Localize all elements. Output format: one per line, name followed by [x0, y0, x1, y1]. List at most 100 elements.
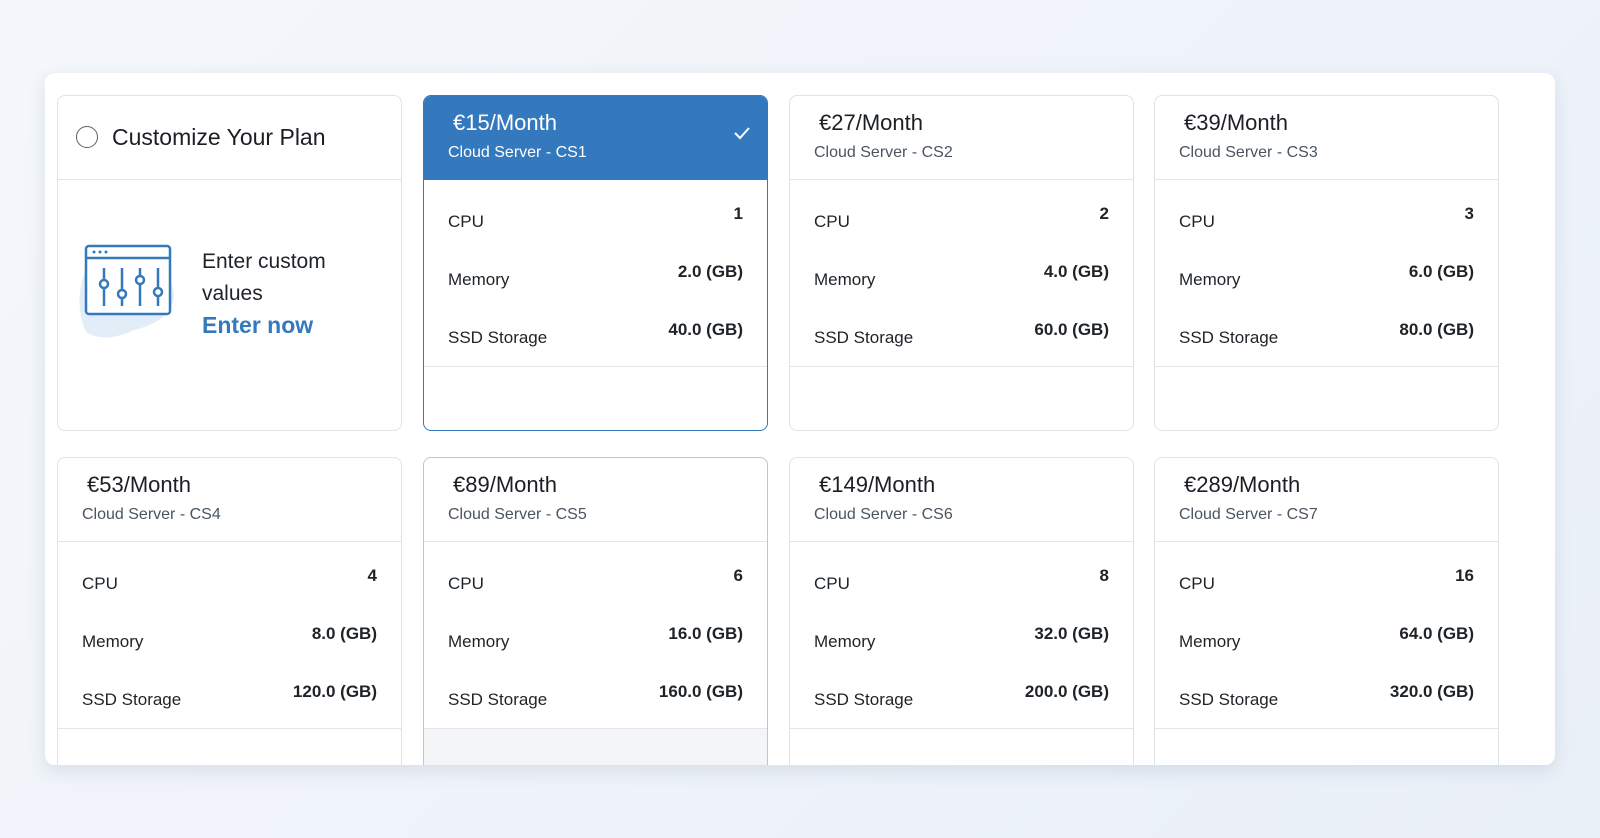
spec-label: Memory — [1179, 270, 1241, 289]
spec-row: CPU 4 — [82, 564, 377, 594]
custom-icon — [79, 244, 174, 338]
plan-price: €149/Month — [819, 472, 936, 497]
spec-value: 200.0 (GB) — [1024, 682, 1109, 701]
spec-value: 4.0 (GB) — [1043, 262, 1109, 281]
spec-label: CPU — [814, 212, 850, 231]
plan-card[interactable]: €27/Month Cloud Server - CS2 CPU 2 Memory 4.0… — [789, 95, 1134, 431]
spec-value: 80.0 (GB) — [1399, 320, 1474, 339]
spec-label: CPU — [814, 574, 850, 593]
spec-label: Memory — [448, 270, 510, 289]
check-icon — [734, 127, 750, 140]
plans-panel: Customize Your Plan Enter custom values … — [45, 73, 1555, 765]
card-header: €53/Month Cloud Server - CS4 — [58, 458, 401, 542]
spec-label: CPU — [448, 212, 484, 231]
card-footer — [58, 729, 401, 765]
spec-row: CPU 6 — [448, 564, 743, 594]
spec-row: CPU 8 — [814, 564, 1109, 594]
custom-plan-card[interactable]: Customize Your Plan Enter custom values … — [57, 95, 402, 431]
plan-card[interactable]: €289/Month Cloud Server - CS7 CPU 16 Memory 6… — [1154, 457, 1499, 765]
plan-price: €53/Month — [87, 472, 191, 497]
plan-name: Cloud Server - CS2 — [814, 144, 953, 161]
spec-list: CPU 1 Memory 2.0 (GB) SSD Storage 40.0 (GB) — [424, 180, 767, 367]
enter-now-link[interactable]: Enter now — [202, 312, 314, 338]
spec-row: Memory 6.0 (GB) — [1179, 260, 1474, 290]
spec-label: SSD Storage — [1179, 328, 1279, 347]
spec-row: CPU 3 — [1179, 202, 1474, 232]
plan-name: Cloud Server - CS3 — [1179, 144, 1318, 161]
plan-card[interactable]: €149/Month Cloud Server - CS6 CPU 8 Memory 32… — [789, 457, 1134, 765]
spec-row: CPU 2 — [814, 202, 1109, 232]
spec-row: SSD Storage 40.0 (GB) — [448, 318, 743, 348]
spec-value: 8 — [1099, 566, 1109, 585]
plan-price: €15/Month — [453, 110, 557, 135]
spec-row: SSD Storage 320.0 (GB) — [1179, 680, 1474, 710]
plan-card[interactable]: €15/Month Cloud Server - CS1 CPU 1 Memory 2.0… — [423, 95, 768, 431]
spec-list: CPU 3 Memory 6.0 (GB) SSD Storage 80.0 (GB) — [1155, 180, 1498, 367]
spec-label: CPU — [1179, 212, 1215, 231]
spec-row: Memory 4.0 (GB) — [814, 260, 1109, 290]
card-footer — [1155, 367, 1498, 430]
spec-row: SSD Storage 60.0 (GB) — [814, 318, 1109, 348]
spec-label: Memory — [814, 270, 876, 289]
plan-card[interactable]: €53/Month Cloud Server - CS4 CPU 4 Memory 8.0… — [57, 457, 402, 765]
spec-value: 160.0 (GB) — [658, 682, 743, 701]
spec-label: SSD Storage — [1179, 690, 1279, 709]
plan-card[interactable]: €39/Month Cloud Server - CS3 CPU 3 Memory 6.0… — [1154, 95, 1499, 431]
spec-label: Memory — [448, 632, 510, 651]
spec-list: CPU 6 Memory 16.0 (GB) SSD Storage 160.0 (GB) — [424, 542, 767, 729]
spec-label: CPU — [82, 574, 118, 593]
radio[interactable] — [76, 126, 98, 148]
spec-row: CPU 1 — [448, 202, 743, 232]
spec-row: Memory 32.0 (GB) — [814, 622, 1109, 652]
spec-label: CPU — [448, 574, 484, 593]
spec-label: Memory — [82, 632, 144, 651]
spec-value: 6 — [733, 566, 743, 585]
spec-row: SSD Storage 200.0 (GB) — [814, 680, 1109, 710]
plan-price: €289/Month — [1184, 472, 1301, 497]
spec-value: 64.0 (GB) — [1399, 624, 1474, 643]
spec-list: CPU 8 Memory 32.0 (GB) SSD Storage 200.0 (GB) — [790, 542, 1133, 729]
plan-card[interactable]: €89/Month Cloud Server - CS5 CPU 6 Memory 16.… — [423, 457, 768, 765]
spec-label: Memory — [1179, 632, 1241, 651]
card-header: €149/Month Cloud Server - CS6 — [790, 458, 1133, 542]
spec-label: Memory — [814, 632, 876, 651]
spec-value: 32.0 (GB) — [1034, 624, 1109, 643]
spec-label: SSD Storage — [82, 690, 182, 709]
spec-value: 60.0 (GB) — [1034, 320, 1109, 339]
spec-value: 40.0 (GB) — [668, 320, 743, 339]
card-header: €289/Month Cloud Server - CS7 — [1155, 458, 1498, 542]
spec-row: SSD Storage 160.0 (GB) — [448, 680, 743, 710]
plan-price: €89/Month — [453, 472, 557, 497]
card-footer — [790, 729, 1133, 765]
spec-value: 3 — [1464, 204, 1474, 223]
spec-value: 2.0 (GB) — [677, 262, 743, 281]
plan-name: Cloud Server - CS6 — [814, 506, 953, 523]
custom-title: Customize Your Plan — [112, 124, 326, 150]
card-footer — [424, 729, 767, 765]
card-header: €89/Month Cloud Server - CS5 — [424, 458, 767, 542]
card-header: €39/Month Cloud Server - CS3 — [1155, 96, 1498, 180]
card-footer — [1155, 729, 1498, 765]
spec-value: 6.0 (GB) — [1408, 262, 1474, 281]
spec-list: CPU 4 Memory 8.0 (GB) SSD Storage 120.0 (GB) — [58, 542, 401, 729]
spec-label: SSD Storage — [814, 328, 914, 347]
spec-row: Memory 64.0 (GB) — [1179, 622, 1474, 652]
plan-name: Cloud Server - CS5 — [448, 506, 587, 523]
spec-label: CPU — [1179, 574, 1215, 593]
plan-name: Cloud Server - CS7 — [1179, 506, 1318, 523]
spec-value: 120.0 (GB) — [292, 682, 377, 701]
spec-value: 2 — [1099, 204, 1109, 223]
card-footer — [424, 367, 767, 430]
card-header: €27/Month Cloud Server - CS2 — [790, 96, 1133, 180]
plan-name: Cloud Server - CS1 — [448, 144, 587, 161]
custom-text: Enter custom values — [202, 250, 326, 305]
spec-value: 16.0 (GB) — [668, 624, 743, 643]
spec-value: 320.0 (GB) — [1389, 682, 1474, 701]
plan-price: €27/Month — [819, 110, 923, 135]
spec-value: 8.0 (GB) — [311, 624, 377, 643]
spec-value: 4 — [367, 566, 377, 585]
card-footer — [790, 367, 1133, 430]
spec-row: CPU 16 — [1179, 564, 1474, 594]
spec-row: SSD Storage 120.0 (GB) — [82, 680, 377, 710]
